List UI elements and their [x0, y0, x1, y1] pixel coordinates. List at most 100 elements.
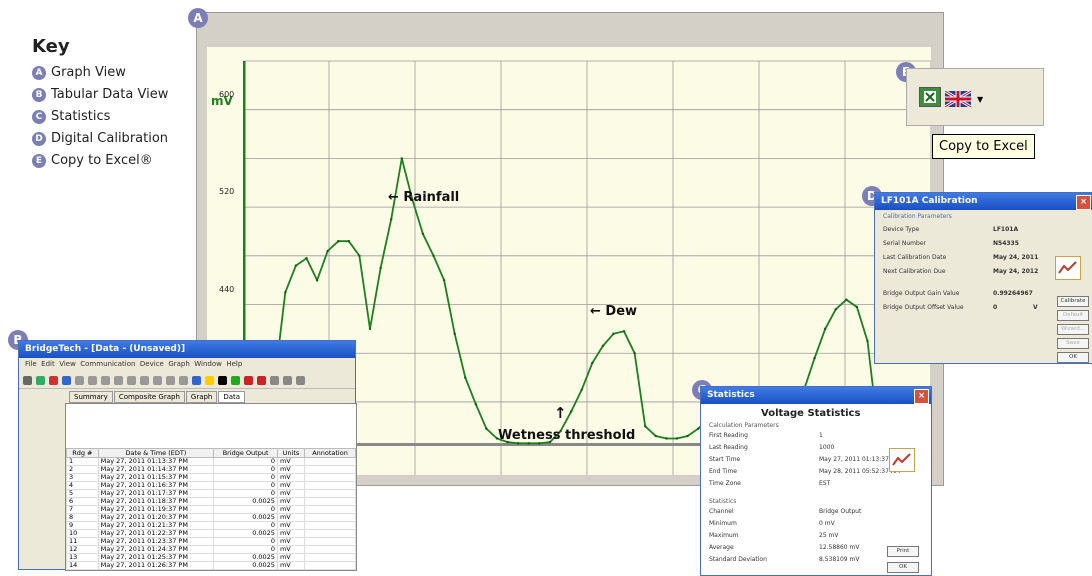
table-cell: 0 [213, 537, 278, 546]
data-point [368, 327, 372, 331]
cal-label: Serial Number [883, 240, 926, 247]
toolbar-icon[interactable] [179, 376, 188, 385]
toolbar-icon[interactable] [205, 376, 214, 385]
toolbar-icon[interactable] [257, 376, 266, 385]
menu-edit[interactable]: Edit [41, 360, 55, 368]
toolbar-icon[interactable] [127, 376, 136, 385]
stats-row: Last Reading 1000 [709, 444, 834, 451]
tab-composite-graph[interactable]: Composite Graph [113, 391, 185, 403]
toolbar-icon[interactable] [36, 376, 45, 385]
menu-graph[interactable]: Graph [168, 360, 190, 368]
key-item-b: B Tabular Data View [32, 87, 212, 109]
table-cell [304, 513, 356, 522]
column-header[interactable]: Annotation [304, 448, 356, 458]
cal-label: Bridge Output Offset Value [883, 304, 964, 311]
stats-row: End Time May 28, 2011 05:52:37 AM [709, 468, 900, 475]
stats-value: 8.538109 mV [819, 556, 860, 563]
ok-button[interactable]: OK [887, 562, 919, 573]
close-icon[interactable]: × [1076, 195, 1091, 210]
toolbar-icon[interactable] [62, 376, 71, 385]
toolbar-icon[interactable] [23, 376, 32, 385]
data-table: Rdg # Date & Time (EDT) Bridge Output Units… [66, 448, 356, 570]
wizard-button[interactable]: Wizard... [1057, 324, 1089, 335]
data-point [347, 240, 351, 243]
calibration-titlebar: LF101A Calibration × [875, 193, 1092, 210]
tabular-data-window: BridgeTech - [Data - (Unsaved)] File Edi… [18, 340, 357, 571]
tab-data[interactable]: Data [218, 391, 246, 403]
uk-flag-icon[interactable] [944, 89, 972, 109]
cal-value: May 24, 2011 [993, 254, 1039, 261]
data-point [400, 157, 403, 160]
badge-a: A [32, 65, 46, 80]
table-row[interactable]: 14 May 27, 2011 01:26:37 PM 0.0025 mV [66, 561, 356, 570]
data-point [644, 425, 647, 428]
menu-window[interactable]: Window [194, 360, 222, 368]
toolbar-icon[interactable] [88, 376, 97, 385]
data-point [823, 327, 827, 331]
excel-icon[interactable] [919, 87, 941, 107]
ok-button[interactable]: OK [1057, 352, 1089, 363]
toolbar-icon[interactable] [153, 376, 162, 385]
toolbar-icon[interactable] [192, 376, 201, 385]
key-item-d: D Digital Calibration [32, 131, 212, 153]
threshold-arrow: ↑ [554, 404, 567, 422]
table-cell: 15 [66, 569, 99, 570]
tabular-title: BridgeTech - [Data - (Unsaved)] [25, 344, 186, 354]
y-tick-label: 600 [219, 90, 235, 99]
cal-label: Next Calibration Due [883, 268, 946, 275]
toolbar-icon[interactable] [75, 376, 84, 385]
data-point [464, 376, 467, 379]
column-header[interactable]: Bridge Output [213, 448, 278, 458]
data-point [633, 352, 636, 355]
data-point [834, 308, 837, 311]
toolbar-icon[interactable] [244, 376, 253, 385]
table-cell: 0 [213, 457, 278, 466]
toolbar-icon[interactable] [166, 376, 175, 385]
data-point [622, 330, 626, 333]
stats-label: First Reading [709, 432, 748, 439]
key-item-c: C Statistics [32, 109, 212, 131]
stats-value: 1000 [819, 444, 835, 451]
stats-label: Average [709, 544, 734, 551]
table-cell: mV [276, 569, 306, 570]
toolbar-icon[interactable] [114, 376, 123, 385]
print-button[interactable]: Print [887, 546, 919, 557]
save-button[interactable]: Save [1057, 338, 1089, 349]
stats-label: End Time [709, 468, 737, 475]
toolbar-icon[interactable] [218, 376, 227, 385]
toolbar-icon[interactable] [296, 376, 305, 385]
voltage-chart [243, 60, 931, 475]
toolbar-icon[interactable] [283, 376, 292, 385]
close-icon[interactable]: × [914, 389, 929, 404]
tab-summary[interactable]: Summary [69, 391, 113, 403]
table-cell [304, 497, 356, 506]
toolbar-icon[interactable] [231, 376, 240, 385]
menu-help[interactable]: Help [226, 360, 243, 368]
table-row[interactable]: 5 May 27, 2011 01:17:37 PM 0 mV [66, 489, 356, 498]
data-point [591, 361, 594, 365]
stats-value: May 27, 2011 01:13:37 PM [819, 456, 900, 463]
table-cell: 0.0025 [213, 569, 278, 570]
cal-label: Device Type [883, 226, 920, 233]
table-row[interactable]: 3 May 27, 2011 01:15:37 PM 0 mV [66, 473, 356, 482]
tab-graph[interactable]: Graph [185, 391, 218, 403]
menu-device[interactable]: Device [139, 360, 164, 368]
data-point [569, 410, 573, 413]
menu-file[interactable]: File [25, 360, 37, 368]
calibrate-button[interactable]: Calibrate [1057, 296, 1089, 307]
default-button[interactable]: Default [1057, 310, 1089, 321]
table-cell [304, 537, 356, 546]
chevron-down-icon[interactable]: ▼ [977, 95, 984, 104]
calibration-body: Calibration Parameters Device Type LF101A… [875, 210, 1092, 363]
menu-communication[interactable]: Communication [80, 360, 136, 368]
toolbar-icon[interactable] [270, 376, 279, 385]
toolbar-icon[interactable] [101, 376, 110, 385]
data-point [432, 254, 435, 258]
menu-view[interactable]: View [59, 360, 76, 368]
toolbar-icon[interactable] [49, 376, 58, 385]
calc-params-label: Calculation Parameters [709, 422, 779, 429]
table-cell [304, 457, 356, 466]
toolbar-icon[interactable] [140, 376, 149, 385]
stats-value: 25 mV [819, 532, 839, 539]
